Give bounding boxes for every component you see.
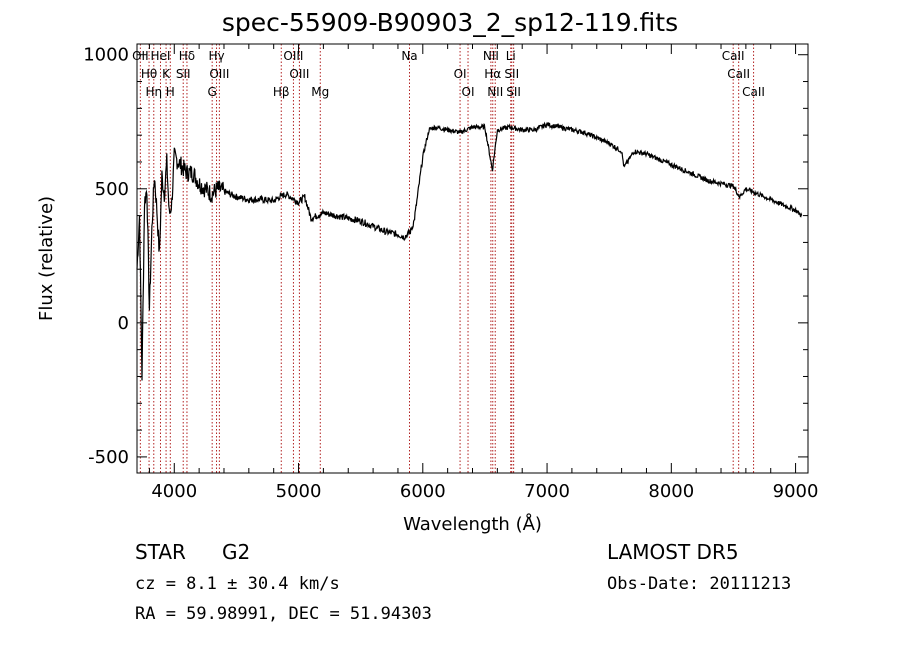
- line-label: CaII: [722, 49, 745, 63]
- line-label: OII: [132, 49, 149, 63]
- x-tick-label: 8000: [648, 481, 694, 502]
- line-label: H: [166, 85, 175, 99]
- line-label: OI: [462, 85, 475, 99]
- line-label: Hα: [484, 67, 501, 81]
- line-label: NII: [483, 49, 499, 63]
- y-tick-label: 500: [95, 179, 129, 200]
- line-label: Hβ: [273, 85, 290, 99]
- x-tick-label: 7000: [524, 481, 570, 502]
- line-label: Li: [506, 49, 516, 63]
- line-label: SII: [506, 85, 521, 99]
- survey-name: LAMOST DR5: [607, 540, 739, 564]
- y-axis-label: Flux (relative): [36, 196, 57, 321]
- line-labels: OIIHθHηHeIKHHδSIIGHγOIIIHβOIIIOIIIMgNaOI…: [132, 49, 765, 99]
- line-label: Hγ: [208, 49, 224, 63]
- line-label: K: [162, 67, 171, 81]
- obs-date: Obs-Date: 20111213: [607, 574, 792, 594]
- plot-frame: [136, 43, 809, 474]
- line-label: Hθ: [141, 67, 157, 81]
- y-tick-label: -500: [88, 447, 129, 468]
- spectrum-line: [136, 121, 803, 381]
- coordinates: RA = 59.98991, DEC = 51.94303: [135, 604, 432, 624]
- line-label: OIII: [289, 67, 309, 81]
- x-tick-label: 5000: [276, 481, 322, 502]
- line-label: G: [208, 85, 217, 99]
- line-label: Na: [401, 49, 417, 63]
- y-tick-label: 1000: [83, 45, 129, 66]
- line-label: NII: [487, 85, 503, 99]
- line-label: OIII: [209, 67, 229, 81]
- line-label: CaII: [727, 67, 750, 81]
- x-tick-label: 6000: [400, 481, 446, 502]
- object-subclass: G2: [222, 540, 251, 564]
- y-axis-ticks: -500 0 500 1000: [83, 45, 808, 468]
- line-label: SII: [176, 67, 191, 81]
- line-label: Mg: [311, 85, 329, 99]
- line-label: OI: [454, 67, 467, 81]
- x-tick-label: 4000: [151, 481, 197, 502]
- chart-title: spec-55909-B90903_2_sp12-119.fits: [221, 8, 679, 37]
- x-axis-label: Wavelength (Å): [403, 513, 542, 535]
- y-tick-label: 0: [118, 313, 129, 334]
- line-label: SII: [504, 67, 519, 81]
- line-label: Hη: [145, 85, 162, 99]
- redshift-cz: cz = 8.1 ± 30.4 km/s: [135, 574, 340, 594]
- line-label: HeI: [151, 49, 171, 63]
- line-label: CaII: [742, 85, 765, 99]
- line-label: OIII: [283, 49, 303, 63]
- line-label: Hδ: [179, 49, 195, 63]
- line-markers: [139, 44, 755, 473]
- x-axis-ticks: 4000 5000 6000 7000 8000 9000: [148, 44, 819, 502]
- x-tick-label: 9000: [773, 481, 819, 502]
- object-class: STAR: [135, 540, 186, 564]
